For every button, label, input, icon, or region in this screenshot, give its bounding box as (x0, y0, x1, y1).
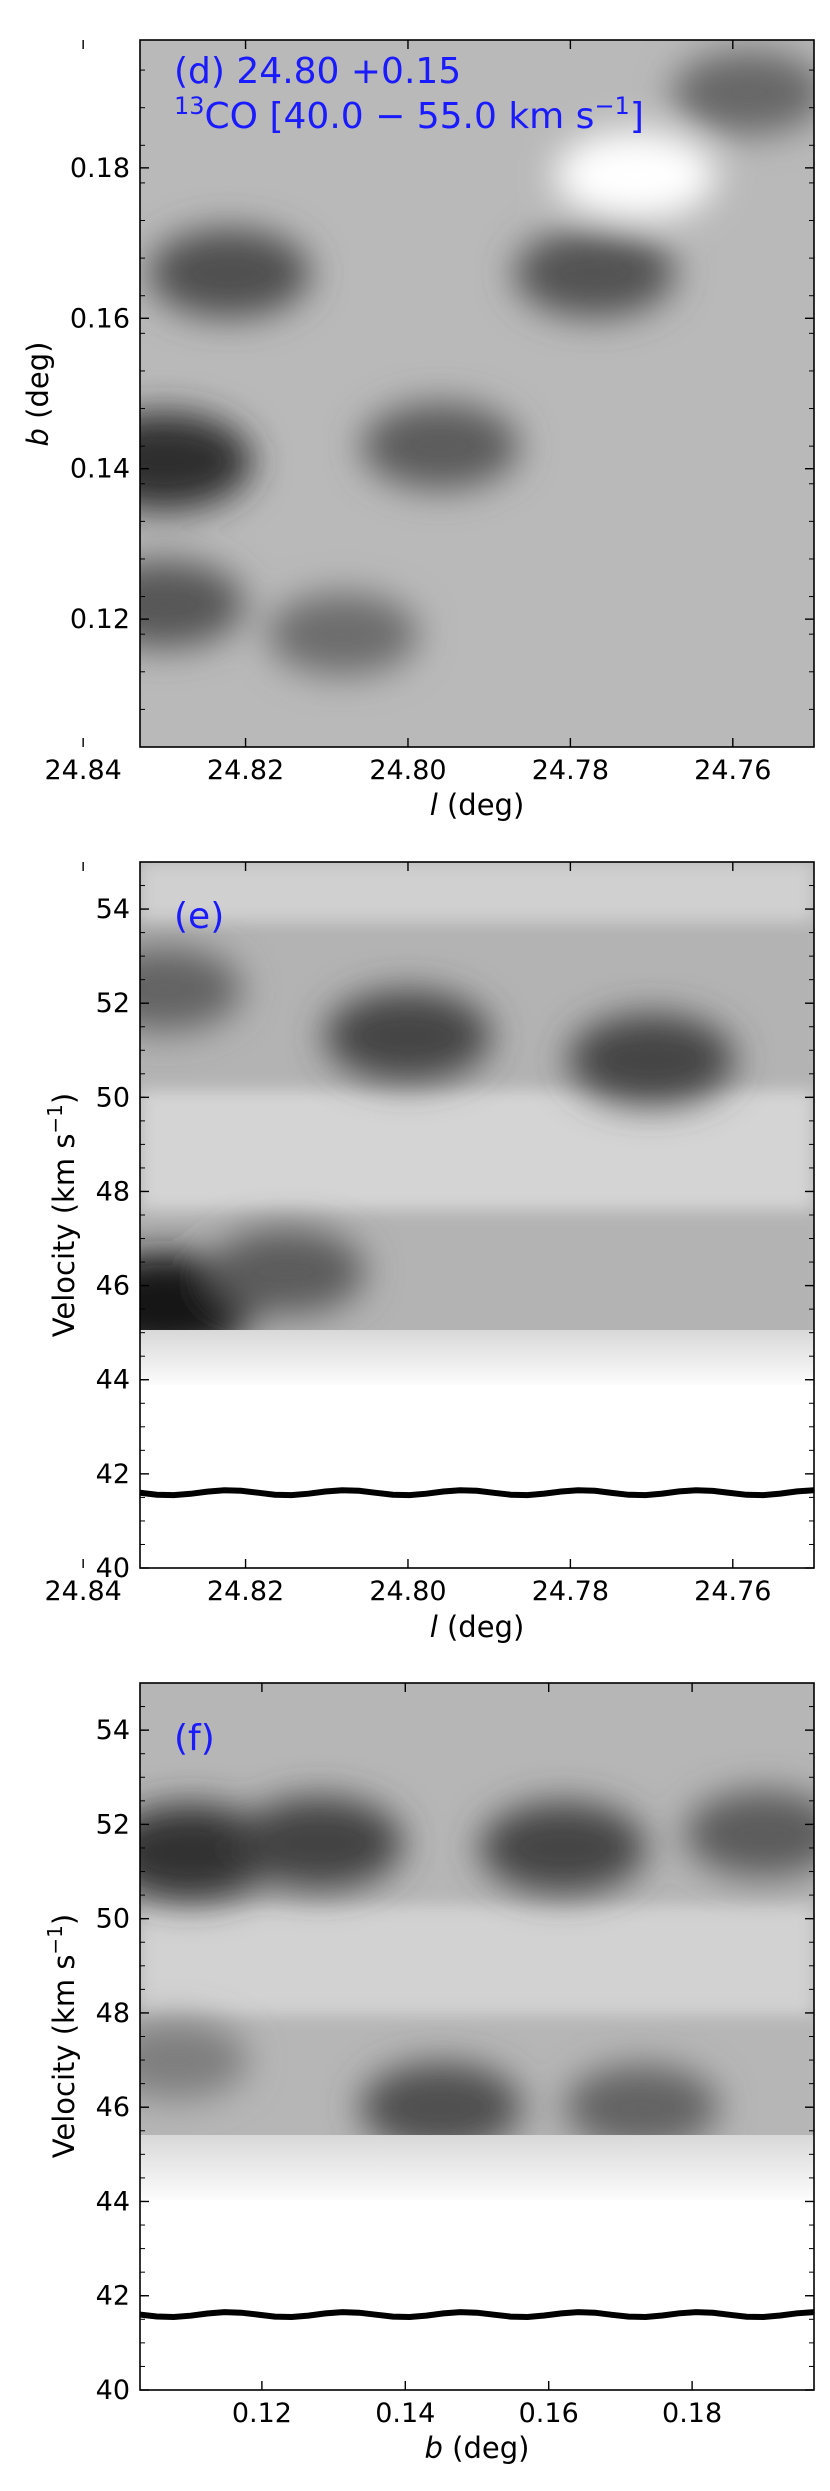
panel-e-emission-map (140, 946, 736, 1357)
panel-f-emission-map (140, 1790, 814, 2153)
ytick-label: 42 (96, 2281, 130, 2312)
panel-f: 0.12 0.14 0.16 0.18 40 42 44 46 48 50 52 54 (f) b (… (43, 1682, 815, 2465)
xtick-label: 0.12 (232, 2398, 292, 2429)
xtick-label: 0.16 (519, 2398, 579, 2429)
ytick-label: 46 (96, 2092, 130, 2123)
emission-peak (684, 1790, 814, 1878)
emission-peak (513, 228, 676, 318)
emission-peak (147, 228, 311, 319)
xtick-label: 24.76 (694, 755, 771, 786)
panel-e-cutoff-line (140, 1487, 814, 1499)
emission-peak (554, 130, 717, 220)
panel-d-label: (d) 24.80 +0.15 (174, 51, 461, 92)
xtick-label: 24.78 (532, 1576, 609, 1607)
panel-d-subtitle: 13CO [40.0 − 55.0 km s−1] (174, 92, 644, 137)
panel-f-low-velocity-blank (140, 2200, 814, 2390)
emission-peak (140, 559, 245, 649)
xtick-label: 24.80 (369, 1576, 446, 1607)
ytick-label: 40 (96, 2375, 130, 2406)
ytick-label: 50 (96, 1904, 130, 1935)
ytick-label: 0.14 (70, 454, 130, 485)
panel-e-xlabel: l (deg) (430, 1610, 525, 1644)
ytick-label: 44 (96, 2186, 130, 2217)
xtick-label: 24.84 (45, 755, 122, 786)
panel-e-top-fade (140, 862, 814, 922)
ytick-label: 42 (96, 1459, 130, 1490)
panel-f-ylabel: Velocity (km s−1) (43, 1914, 81, 2158)
ytick-label: 46 (96, 1271, 130, 1302)
emission-peak (140, 946, 242, 1032)
emission-peak (479, 1801, 647, 1895)
emission-peak (564, 2064, 720, 2150)
xtick-label: 0.14 (375, 2398, 435, 2429)
panel-f-xlabel: b (deg) (425, 2431, 530, 2465)
emission-peak (672, 50, 814, 135)
ytick-label: 50 (96, 1082, 130, 1113)
emission-peak (267, 592, 419, 676)
panel-e-bright-band (140, 1090, 814, 1210)
ytick-label: 0.12 (70, 604, 130, 635)
emission-peak (140, 411, 253, 511)
ytick-label: 40 (96, 1553, 130, 1584)
panel-f-fade-zone (140, 2135, 814, 2205)
panel-e-low-velocity-blank (140, 1385, 814, 1568)
xtick-label: 24.76 (694, 1576, 771, 1607)
panel-d-frame (139, 39, 815, 748)
panel-d-ylabel: b (deg) (21, 342, 55, 447)
emission-peak (568, 1013, 736, 1106)
panel-e-fade-zone (140, 1330, 814, 1390)
panel-d-xlabel: l (deg) (430, 788, 525, 822)
ytick-label: 48 (96, 1176, 130, 1207)
ytick-label: 48 (96, 1998, 130, 2029)
panel-d: 24.84 24.82 24.80 24.78 24.76 0.12 0.14 0.16 0.1… (21, 39, 815, 822)
panel-f-bright-band (140, 1905, 814, 2015)
ytick-label: 0.18 (70, 153, 130, 184)
emission-peak (361, 402, 520, 490)
emission-peak (206, 1228, 366, 1315)
panel-d-emission-map (140, 50, 814, 676)
panel-e: 24.84 24.82 24.80 24.78 24.76 40 42 44 46 48 50 52 5… (43, 861, 815, 1644)
xtick-label: 24.80 (369, 755, 446, 786)
panel-d-ticks: 24.84 24.82 24.80 24.78 24.76 0.12 0.14 0.16 0.1… (45, 40, 814, 786)
panel-e-ticks: 24.84 24.82 24.80 24.78 24.76 40 42 44 46 48 50 52 5… (45, 861, 814, 1607)
panel-e-label: (e) (174, 896, 224, 937)
ytick-label: 54 (96, 1715, 130, 1746)
ytick-label: 52 (96, 988, 130, 1019)
panel-e-ylabel: Velocity (km s−1) (43, 1093, 81, 1337)
xtick-label: 24.78 (532, 755, 609, 786)
xtick-label: 24.84 (45, 1576, 122, 1607)
ytick-label: 0.16 (70, 303, 130, 334)
panel-d-background (140, 40, 814, 747)
panel-f-cutoff-line (140, 2309, 814, 2321)
xtick-label: 0.18 (662, 2398, 722, 2429)
xtick-label: 24.82 (207, 755, 284, 786)
ytick-label: 44 (96, 1365, 130, 1396)
ytick-label: 52 (96, 1809, 130, 1840)
panel-f-ticks: 0.12 0.14 0.16 0.18 40 42 44 46 48 50 52 54 (96, 1682, 814, 2429)
emission-peak (359, 2062, 523, 2153)
ytick-label: 54 (96, 894, 130, 925)
emission-peak (235, 1796, 404, 1890)
panel-f-label: (f) (174, 1718, 215, 1759)
xtick-label: 24.82 (207, 1576, 284, 1607)
emission-peak (140, 2020, 249, 2100)
emission-peak (324, 989, 492, 1083)
